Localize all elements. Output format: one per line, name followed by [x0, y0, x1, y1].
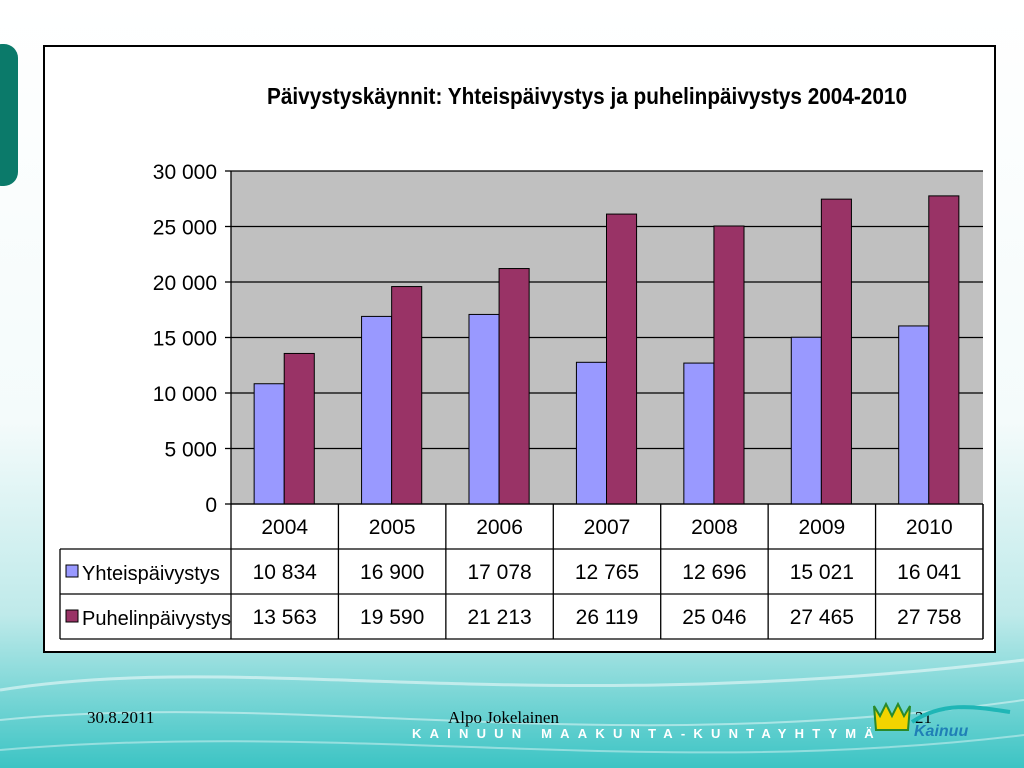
bar-yhteispaivystys: [361, 315, 393, 505]
data-table: 2004 2005 2006 2007 2008 2009 2010 Yhteispäivys…: [59, 503, 984, 640]
data-label: 17 078: [467, 561, 531, 584]
kainuu-logo: Kainuu: [873, 701, 1011, 740]
y-tick-label: 25 000: [153, 217, 217, 240]
data-label: 10 834: [253, 561, 318, 584]
data-label: 12 696: [682, 561, 746, 584]
data-label: 19 590: [360, 606, 424, 629]
y-tick-label: 20 000: [153, 272, 217, 295]
footer-author: Alpo Jokelainen: [448, 708, 559, 727]
x-tick-label: 2006: [476, 516, 523, 539]
bar-puhelinpaivystys: [606, 213, 638, 505]
organization-band: KAINUUN MAAKUNTA-KUNTAYHTYMÄ: [412, 726, 882, 741]
chart-title: Päivystyskäynnit: Yhteispäivystys ja puh…: [267, 83, 907, 109]
crown-icon: [873, 701, 911, 731]
bar-yhteispaivystys: [683, 362, 715, 505]
y-tick-label: 30 000: [153, 161, 217, 184]
bar-puhelinpaivystys: [498, 268, 530, 505]
y-tick-label: 0: [205, 494, 217, 517]
data-label: 27 758: [897, 606, 961, 629]
data-label: 15 021: [790, 561, 854, 584]
bar-puhelinpaivystys: [713, 225, 745, 505]
x-tick-label: 2009: [798, 516, 845, 539]
legend-swatch: [65, 609, 79, 623]
bar-yhteispaivystys: [468, 313, 500, 505]
x-tick-label: 2005: [369, 516, 416, 539]
bar-yhteispaivystys: [898, 325, 930, 505]
bar-yhteispaivystys: [790, 336, 822, 505]
legend-label: Yhteispäivystys: [82, 563, 220, 585]
x-tick-label: 2008: [691, 516, 738, 539]
legend-swatch: [65, 564, 79, 578]
bar-yhteispaivystys: [253, 383, 285, 505]
y-tick-label: 15 000: [153, 328, 217, 351]
bar-puhelinpaivystys: [391, 286, 423, 505]
footer-date: 30.8.2011: [87, 708, 155, 727]
data-label: 12 765: [575, 561, 639, 584]
data-label: 13 563: [253, 606, 317, 629]
plot-area: 0 5 000 10 000 15 000 20 000 25 000 30 000: [153, 161, 983, 517]
legend-label: Puhelinpäivystys: [82, 608, 231, 630]
bar-puhelinpaivystys: [283, 352, 315, 505]
data-label: 27 465: [790, 606, 854, 629]
bar-puhelinpaivystys: [928, 195, 960, 505]
bar-yhteispaivystys: [575, 361, 607, 505]
x-tick-label: 2007: [584, 516, 631, 539]
chart-frame: Päivystyskäynnit: Yhteispäivystys ja puh…: [43, 45, 996, 653]
data-label: 26 119: [576, 606, 639, 629]
data-label: 16 900: [360, 561, 424, 584]
y-tick-label: 5 000: [164, 439, 217, 462]
left-tab-decoration: [0, 44, 18, 186]
bar-puhelinpaivystys: [820, 198, 852, 505]
chart-svg: Päivystyskäynnit: Yhteispäivystys ja puh…: [59, 83, 984, 640]
data-label: 25 046: [682, 606, 746, 629]
x-tick-label: 2010: [906, 516, 953, 539]
data-label: 21 213: [467, 606, 531, 629]
logo-text: Kainuu: [914, 723, 968, 740]
y-tick-label: 10 000: [153, 383, 217, 406]
x-tick-label: 2004: [261, 516, 308, 539]
data-label: 16 041: [897, 561, 961, 584]
